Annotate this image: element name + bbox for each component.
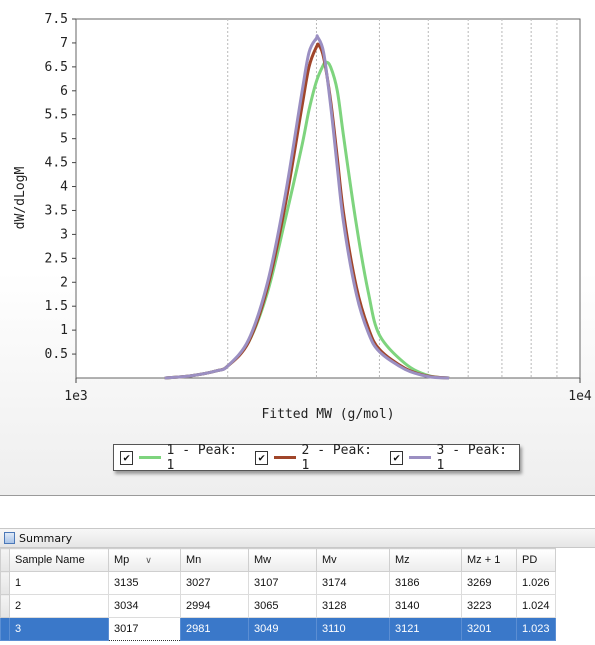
cell-mz[interactable]: 3140 — [389, 594, 462, 618]
cell-mv[interactable]: 3128 — [316, 594, 390, 618]
cell-pd[interactable]: 1.024 — [516, 594, 556, 618]
legend-label-1: 1 - Peak: 1 — [166, 442, 237, 473]
legend-checkbox-1[interactable]: ✔ — [120, 450, 134, 465]
cell-mw[interactable]: 3107 — [248, 571, 317, 595]
legend-label-2: 2 - Peak: 1 — [301, 442, 372, 473]
cell-mz[interactable]: 3186 — [389, 571, 462, 595]
cell-mz[interactable]: 3121 — [389, 617, 462, 641]
chart-panel: 0.5 1 1.5 2 2.5 3 3.5 4 4.5 5 5.5 6 6.5 7 7.5 1e3 1e4 F… — [0, 0, 595, 496]
cell-mz1[interactable]: 3201 — [461, 617, 517, 641]
summary-title: Summary — [19, 531, 73, 545]
cell-mp[interactable]: 3034 — [108, 594, 181, 618]
summary-header: Summary — [0, 529, 595, 548]
legend-item-2[interactable]: ✔ 2 - Peak: 1 — [255, 443, 384, 473]
legend-swatch-2 — [274, 456, 296, 459]
summary-header-row: Sample Name Mp ∨ Mn Mw Mv Mz Mz + 1 PD — [0, 548, 556, 572]
x-tick-label: 1e3 — [64, 389, 87, 404]
y-tick-label: 2.5 — [45, 251, 68, 266]
y-tick-label: 6 — [60, 84, 68, 99]
y-tick-label: 3 — [60, 227, 68, 242]
summary-panel: Summary Sample Name Mp ∨ Mn Mw Mv Mz Mz +… — [0, 528, 595, 645]
y-tick-label: 5 — [60, 132, 68, 147]
column-header-pd[interactable]: PD — [516, 548, 556, 572]
column-header-mn[interactable]: Mn — [180, 548, 249, 572]
row-header[interactable] — [0, 571, 10, 595]
x-axis-label: Fitted MW (g/mol) — [261, 407, 394, 422]
mw-distribution-chart: 0.5 1 1.5 2 2.5 3 3.5 4 4.5 5 5.5 6 6.5 7 7.5 1e3 1e4 F… — [13, 12, 592, 422]
y-tick-label: 1.5 — [45, 299, 68, 314]
summary-table: Sample Name Mp ∨ Mn Mw Mv Mz Mz + 1 PD 1 … — [0, 548, 556, 641]
row-header[interactable] — [0, 617, 10, 641]
y-tick-label: 7 — [60, 36, 68, 51]
row-header[interactable] — [0, 594, 10, 618]
cell-sample-name[interactable]: 3 — [9, 617, 109, 641]
column-header-mp[interactable]: Mp ∨ — [108, 548, 181, 572]
legend-swatch-3 — [409, 456, 431, 459]
column-header-mz[interactable]: Mz — [389, 548, 462, 572]
cell-mw[interactable]: 3049 — [248, 617, 317, 641]
column-header-sample-name[interactable]: Sample Name — [9, 548, 109, 572]
cell-mz1[interactable]: 3269 — [461, 571, 517, 595]
cell-pd[interactable]: 1.026 — [516, 571, 556, 595]
cell-mz1[interactable]: 3223 — [461, 594, 517, 618]
legend-checkbox-2[interactable]: ✔ — [255, 450, 269, 465]
legend-label-3: 3 - Peak: 1 — [436, 442, 507, 473]
legend-checkbox-3[interactable]: ✔ — [390, 450, 404, 465]
cell-mn[interactable]: 3027 — [180, 571, 249, 595]
row-header-corner — [0, 548, 10, 572]
legend-item-1[interactable]: ✔ 1 - Peak: 1 — [120, 443, 249, 473]
y-tick-label: 4 — [60, 180, 68, 195]
x-tick-label: 1e4 — [568, 389, 592, 404]
table-row[interactable]: 1 3135 3027 3107 3174 3186 3269 1.026 — [0, 571, 556, 595]
column-header-mw[interactable]: Mw — [248, 548, 317, 572]
sort-descending-icon[interactable]: ∨ — [145, 555, 152, 565]
cell-pd[interactable]: 1.023 — [516, 617, 556, 641]
cell-sample-name[interactable]: 2 — [9, 594, 109, 618]
summary-icon — [4, 532, 15, 544]
cell-sample-name[interactable]: 1 — [9, 571, 109, 595]
y-tick-label: 0.5 — [45, 347, 68, 362]
cell-mn[interactable]: 2994 — [180, 594, 249, 618]
column-header-mz1[interactable]: Mz + 1 — [461, 548, 517, 572]
cell-mp[interactable]: 3135 — [108, 571, 181, 595]
table-row[interactable]: 2 3034 2994 3065 3128 3140 3223 1.024 — [0, 594, 556, 618]
y-tick-label: 5.5 — [45, 108, 68, 123]
cell-mp-focused[interactable]: 3017 — [108, 617, 181, 641]
column-header-mv[interactable]: Mv — [316, 548, 390, 572]
cell-mw[interactable]: 3065 — [248, 594, 317, 618]
legend-item-3[interactable]: ✔ 3 - Peak: 1 — [390, 443, 519, 473]
y-axis-label: dW/dLogM — [13, 167, 28, 230]
y-tick-label: 6.5 — [45, 60, 68, 75]
y-tick-label: 3.5 — [45, 203, 68, 218]
y-tick-label: 7.5 — [45, 12, 68, 27]
y-tick-label: 1 — [60, 323, 68, 338]
y-tick-label: 2 — [60, 275, 68, 290]
cell-mn[interactable]: 2981 — [180, 617, 249, 641]
series-line-3 — [164, 34, 450, 380]
table-row-selected[interactable]: 3 3017 2981 3049 3110 3121 3201 1.023 — [0, 617, 556, 641]
legend-swatch-1 — [139, 456, 161, 459]
y-tick-label: 4.5 — [45, 156, 68, 171]
cell-mv[interactable]: 3110 — [316, 617, 390, 641]
cell-mv[interactable]: 3174 — [316, 571, 390, 595]
chart-legend: ✔ 1 - Peak: 1 ✔ 2 - Peak: 1 ✔ 3 - Peak: … — [113, 443, 520, 473]
